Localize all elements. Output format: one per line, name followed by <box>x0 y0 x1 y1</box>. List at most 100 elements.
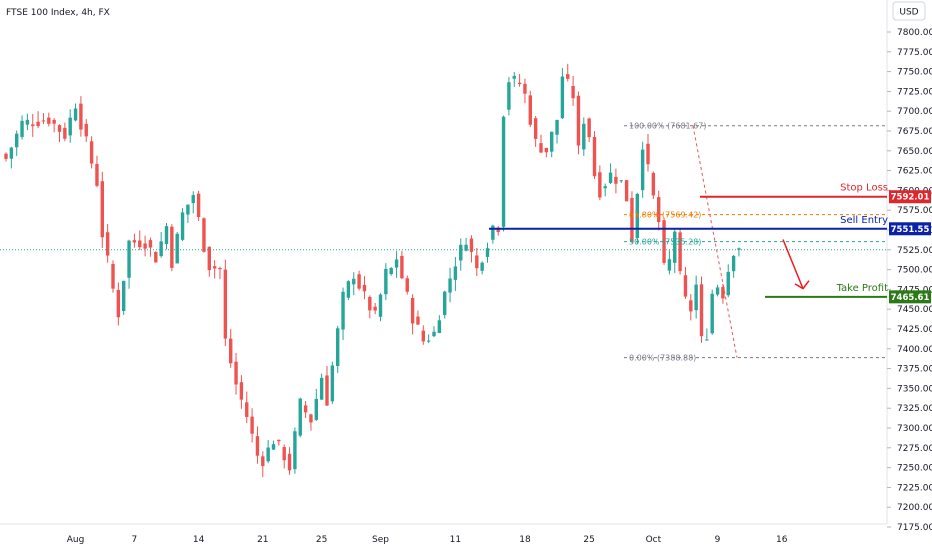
price-axis[interactable]: 7800.00 7775.00 7750.00 7725.00 7700.00 7675.… <box>886 0 932 533</box>
time-tick-label: 7 <box>132 535 138 545</box>
candle <box>662 217 666 265</box>
candle <box>603 183 607 197</box>
candle <box>212 260 217 279</box>
candle <box>127 239 131 289</box>
candle <box>15 130 19 156</box>
candle <box>378 293 383 322</box>
candle <box>507 77 511 116</box>
time-tick-label: 11 <box>450 535 461 545</box>
candle <box>485 242 490 263</box>
annotations <box>0 239 887 290</box>
arrow-head <box>794 280 810 290</box>
price-tick-label: 7200.00 <box>897 503 932 513</box>
candle <box>57 124 62 143</box>
candle <box>667 250 672 275</box>
candle <box>410 294 415 335</box>
price-tick-label: 7750.00 <box>897 68 932 78</box>
candle <box>261 451 265 478</box>
time-tick-label: 18 <box>519 535 531 545</box>
fib-level-label: 50.00% (7535.28) <box>629 238 701 247</box>
candle <box>52 118 56 133</box>
candle <box>132 233 137 248</box>
candle <box>196 190 201 221</box>
trade-level-label: Stop Loss <box>840 183 888 194</box>
candle <box>448 267 452 303</box>
time-tick-label: 9 <box>715 535 721 545</box>
candle <box>512 71 516 87</box>
price-tick-label: 7650.00 <box>897 147 932 157</box>
fib-level-label: 0.00% (7388.88) <box>629 354 696 363</box>
price-tick-label: 7300.00 <box>897 424 932 434</box>
price-tick-label: 7775.00 <box>897 48 932 58</box>
candle <box>400 251 404 280</box>
candle <box>587 117 591 143</box>
candle <box>394 251 399 278</box>
candle <box>646 134 650 172</box>
candle <box>138 230 142 251</box>
fib-level-label: 61.80% (7569.42) <box>629 211 701 220</box>
candle <box>533 115 538 147</box>
candle <box>710 289 714 335</box>
candle <box>619 180 623 183</box>
time-axis[interactable]: Aug 7 14 21 25 Sep 11 18 25 Oct 9 16 <box>0 523 887 545</box>
currency-button[interactable]: USD <box>892 1 926 21</box>
price-tick-label: 7375.00 <box>897 365 932 375</box>
candle <box>624 179 629 202</box>
price-tick-label: 7725.00 <box>897 87 932 97</box>
candle <box>683 266 688 299</box>
candle <box>416 310 420 326</box>
candle <box>443 290 447 319</box>
candle <box>122 280 126 315</box>
candle <box>207 246 211 277</box>
candle <box>689 294 693 321</box>
candle <box>550 131 554 158</box>
price-tick-label: 7325.00 <box>897 404 932 414</box>
candle <box>303 400 308 419</box>
candle <box>111 260 115 293</box>
candle <box>517 74 522 87</box>
candle <box>293 427 297 474</box>
candle <box>25 113 30 131</box>
candle <box>523 78 527 104</box>
candle <box>309 413 313 431</box>
candle <box>614 168 618 194</box>
time-tick-label: Oct <box>646 535 662 545</box>
time-tick-label: 14 <box>193 535 205 545</box>
candle <box>528 90 532 128</box>
time-tick-label: Aug <box>67 535 85 545</box>
candle <box>544 147 549 158</box>
candle <box>79 96 83 137</box>
candle <box>36 111 40 129</box>
candle <box>341 287 345 341</box>
candle <box>116 282 121 326</box>
candle <box>592 131 597 179</box>
candle <box>245 391 249 424</box>
candle <box>154 251 158 263</box>
candle <box>539 134 543 154</box>
candle <box>218 266 222 280</box>
candle <box>475 247 479 277</box>
price-tick-label: 7700.00 <box>897 107 932 117</box>
time-tick-label: Sep <box>372 535 389 545</box>
fibonacci-retracement[interactable]: 100.00% (7681.67) 61.80% (7569.42) 50.00% … <box>624 122 887 363</box>
price-tick-label: 7450.00 <box>897 305 932 315</box>
candle <box>325 365 329 406</box>
candle <box>560 68 565 120</box>
candle <box>721 283 725 304</box>
candle <box>421 325 425 345</box>
price-tick-label: 7225.00 <box>897 483 932 493</box>
candle <box>175 231 179 264</box>
candle <box>266 440 270 464</box>
candle <box>651 171 656 200</box>
candle <box>453 257 458 291</box>
candle <box>346 280 351 301</box>
candle <box>459 238 463 271</box>
candle <box>186 204 190 223</box>
candle <box>170 224 174 272</box>
time-tick-label: 21 <box>257 535 268 545</box>
candle <box>699 276 704 343</box>
candles <box>4 63 741 478</box>
